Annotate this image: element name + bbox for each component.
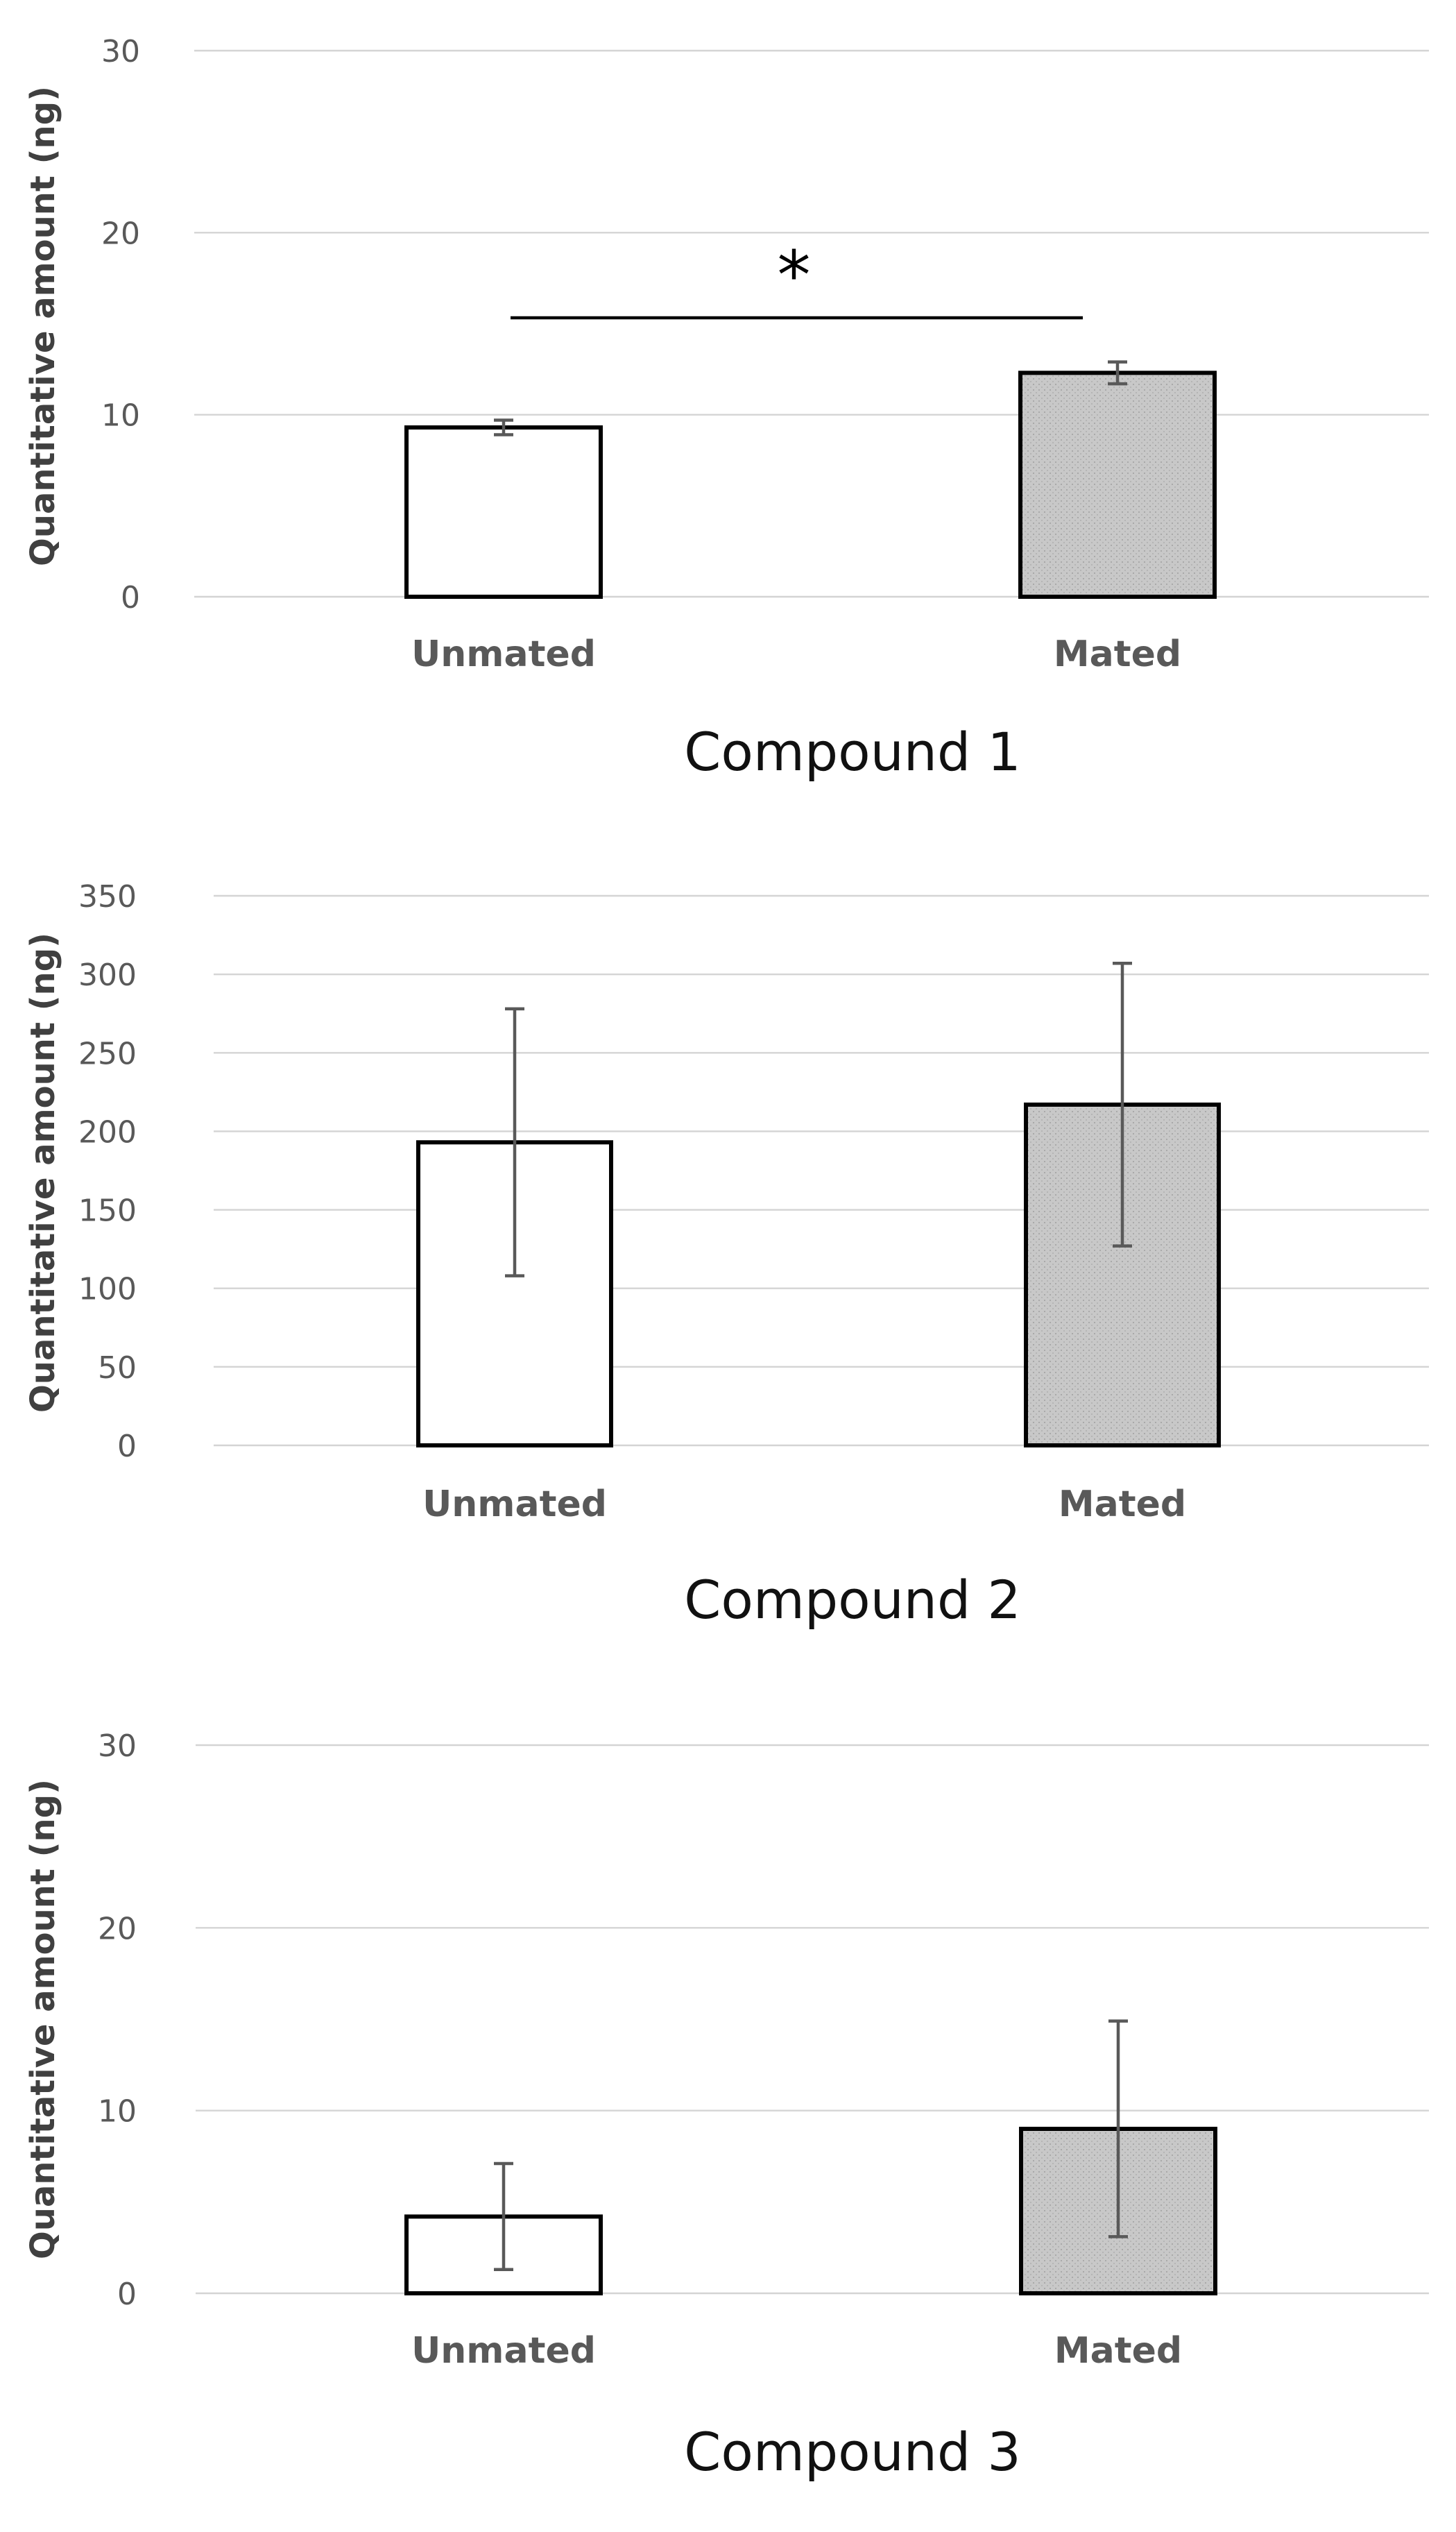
x-category-label: Unmated — [422, 1484, 607, 1525]
chart-panel-3: 0 10 20 30 Quantitative amount (ng) Unmated Ma… — [24, 1728, 1429, 2483]
y-tick-label: 10 — [98, 2094, 137, 2130]
y-tick-label: 150 — [78, 1193, 137, 1229]
chart-panel-2: 0 50 100 150 200 250 300 350 Quantitative amount… — [24, 879, 1429, 1631]
x-category-label: Unmated — [411, 2330, 596, 2372]
chart-title: Compound 1 — [684, 721, 1020, 783]
x-category-label: Mated — [1054, 2330, 1182, 2372]
y-tick-label: 0 — [117, 1429, 137, 1464]
y-tick-label: 350 — [78, 879, 137, 915]
y-tick-label: 300 — [78, 958, 137, 993]
y-tick-label: 0 — [121, 580, 140, 615]
y-tick-label: 20 — [98, 1911, 137, 1946]
chart-title: Compound 3 — [684, 2421, 1020, 2483]
x-category-label: Mated — [1054, 634, 1181, 675]
x-category-label: Unmated — [411, 634, 596, 675]
y-tick-label: 30 — [101, 34, 140, 69]
y-tick-label: 0 — [117, 2277, 137, 2312]
y-axis-label: Quantitative amount (ng) — [24, 1779, 62, 2259]
bar-unmated — [404, 425, 603, 600]
y-axis-label: Quantitative amount (ng) — [24, 86, 62, 566]
y-tick-label: 30 — [98, 1728, 137, 1764]
y-tick-label: 100 — [78, 1272, 137, 1307]
significance-star: * — [778, 237, 811, 314]
chart-panel-1: 0 10 20 30 Quantitative amount (ng) Unmated Ma… — [24, 34, 1429, 783]
y-tick-label: 20 — [101, 216, 140, 251]
y-tick-label: 10 — [101, 398, 140, 434]
x-category-label: Mated — [1059, 1484, 1186, 1525]
y-tick-label: 200 — [78, 1114, 137, 1150]
y-tick-label: 50 — [98, 1350, 137, 1386]
chart-title: Compound 2 — [684, 1569, 1020, 1631]
y-axis-label: Quantitative amount (ng) — [24, 933, 62, 1413]
bar-mated — [1018, 371, 1217, 600]
y-tick-label: 250 — [78, 1036, 137, 1071]
